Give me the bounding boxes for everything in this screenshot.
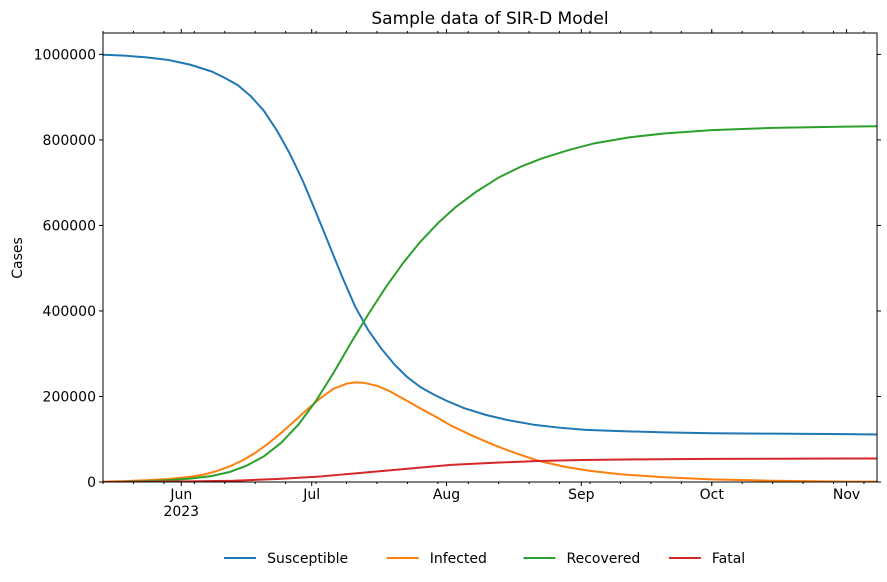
legend-item-infected: Infected [386, 551, 487, 567]
y-tick-label: 200000 [43, 389, 96, 405]
legend-label: Fatal [712, 551, 745, 567]
legend-label: Susceptible [267, 551, 348, 567]
y-tick-label: 0 [87, 475, 96, 491]
legend-item-recovered: Recovered [523, 551, 641, 567]
x-tick-label: Jul [302, 487, 320, 503]
series-line-susceptible [103, 53, 877, 436]
y-axis-title: Cases [10, 237, 26, 279]
y-tick-label: 800000 [43, 133, 96, 149]
x-tick-label: Sep [568, 487, 595, 503]
x-tick-label: Jun [169, 487, 192, 503]
series-layer [103, 53, 877, 482]
x-tick-label: Nov [833, 487, 860, 503]
legend-label: Infected [430, 551, 487, 567]
x-tick-label: Oct [700, 487, 725, 503]
series-line-fatal [103, 457, 877, 482]
series-line-recovered [103, 125, 877, 482]
y-tick-label: 400000 [43, 304, 96, 320]
legend-item-fatal: Fatal [668, 551, 745, 567]
x-tick-year-label: 2023 [163, 504, 199, 520]
series-line-infected [103, 381, 877, 482]
y-axis: 0 200000 400000 600000 800000 1000000 [34, 47, 881, 491]
chart-title: Sample data of SIR-D Model [371, 9, 608, 29]
x-tick-label: Aug [433, 487, 460, 503]
plot-area [103, 53, 877, 482]
legend: Susceptible Infected Recovered Fatal [224, 551, 745, 567]
y-tick-label: 600000 [43, 218, 96, 234]
legend-item-susceptible: Susceptible [224, 551, 348, 567]
y-tick-label: 1000000 [34, 47, 96, 63]
legend-label: Recovered [567, 551, 641, 567]
plot-frame [102, 32, 878, 483]
